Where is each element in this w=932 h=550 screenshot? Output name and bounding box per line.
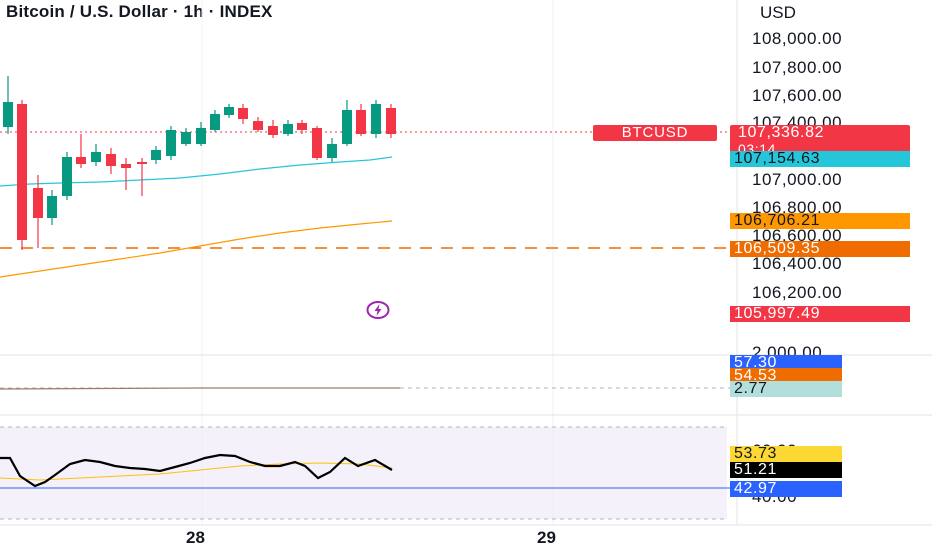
level-tag: 106,509.35 [730, 241, 910, 257]
ma-slow-tag: 106,706.21 [730, 213, 910, 229]
last-price-value: 107,336.82 [738, 124, 825, 141]
rsi-level-tag: 42.97 [730, 481, 842, 497]
candle-up [371, 104, 381, 134]
candle-down [33, 188, 43, 218]
candle-up [151, 150, 161, 160]
ma-slow-line [0, 220, 393, 278]
ma-fast-line [0, 156, 393, 187]
candle-up [283, 124, 293, 134]
price-tick: 106,200.00 [752, 283, 843, 302]
chart-title: Bitcoin / U.S. Dollar · 1h · INDEX [6, 2, 273, 21]
candle-up [196, 128, 206, 144]
candle-down [238, 108, 248, 119]
price-tick: 107,000.00 [752, 170, 843, 189]
candle-down [106, 154, 116, 166]
candle-down [17, 104, 27, 240]
candle-up [47, 196, 57, 218]
rsi-ma-tag: 53.73 [730, 446, 842, 462]
candle-down [137, 162, 147, 164]
candle-up [210, 114, 220, 130]
candle-up [181, 132, 191, 144]
price-tick: 106,400.00 [752, 254, 843, 273]
candle-up [327, 144, 337, 158]
time-tick-29: 29 [537, 528, 556, 547]
candle-up [62, 157, 72, 196]
price-tick: 107,800.00 [752, 58, 843, 77]
low-price-tag: 105,997.49 [730, 306, 910, 322]
candle-down [356, 110, 366, 134]
rsi-value-tag: 51.21 [730, 462, 842, 478]
ma-fast-tag: 107,154.63 [730, 151, 910, 167]
candle-down [312, 128, 322, 158]
volume-value-tag: 2.77 [730, 381, 842, 397]
rsi-ma-line [0, 462, 393, 481]
candle-down [386, 108, 396, 134]
candle-up [3, 102, 13, 127]
time-tick-28: 28 [186, 528, 205, 547]
candle-down [253, 121, 263, 130]
candle-up [91, 152, 101, 162]
volume-ma-line [0, 387, 400, 390]
candle-up [224, 107, 234, 115]
rsi-band [0, 427, 727, 519]
candle-down [297, 123, 307, 130]
candlestick-series [3, 76, 396, 250]
candle-up [166, 130, 176, 156]
candle-down [268, 126, 278, 135]
price-tick: 106,800.00 [752, 198, 843, 217]
volume-value-tag: 54.53 [730, 368, 842, 384]
symbol-price-tag: BTCUSD [593, 125, 717, 141]
candle-down [76, 157, 86, 164]
volume-value-tag: 57.30 [730, 355, 842, 371]
price-tick: 106,600.00 [752, 226, 843, 245]
candle-down [121, 164, 131, 168]
price-tick: 107,600.00 [752, 86, 843, 105]
lightning-icon[interactable] [366, 300, 390, 320]
price-tick: 108,000.00 [752, 29, 843, 48]
candle-up [342, 110, 352, 144]
currency-label[interactable]: USD [760, 3, 796, 22]
rsi-line [0, 453, 393, 488]
